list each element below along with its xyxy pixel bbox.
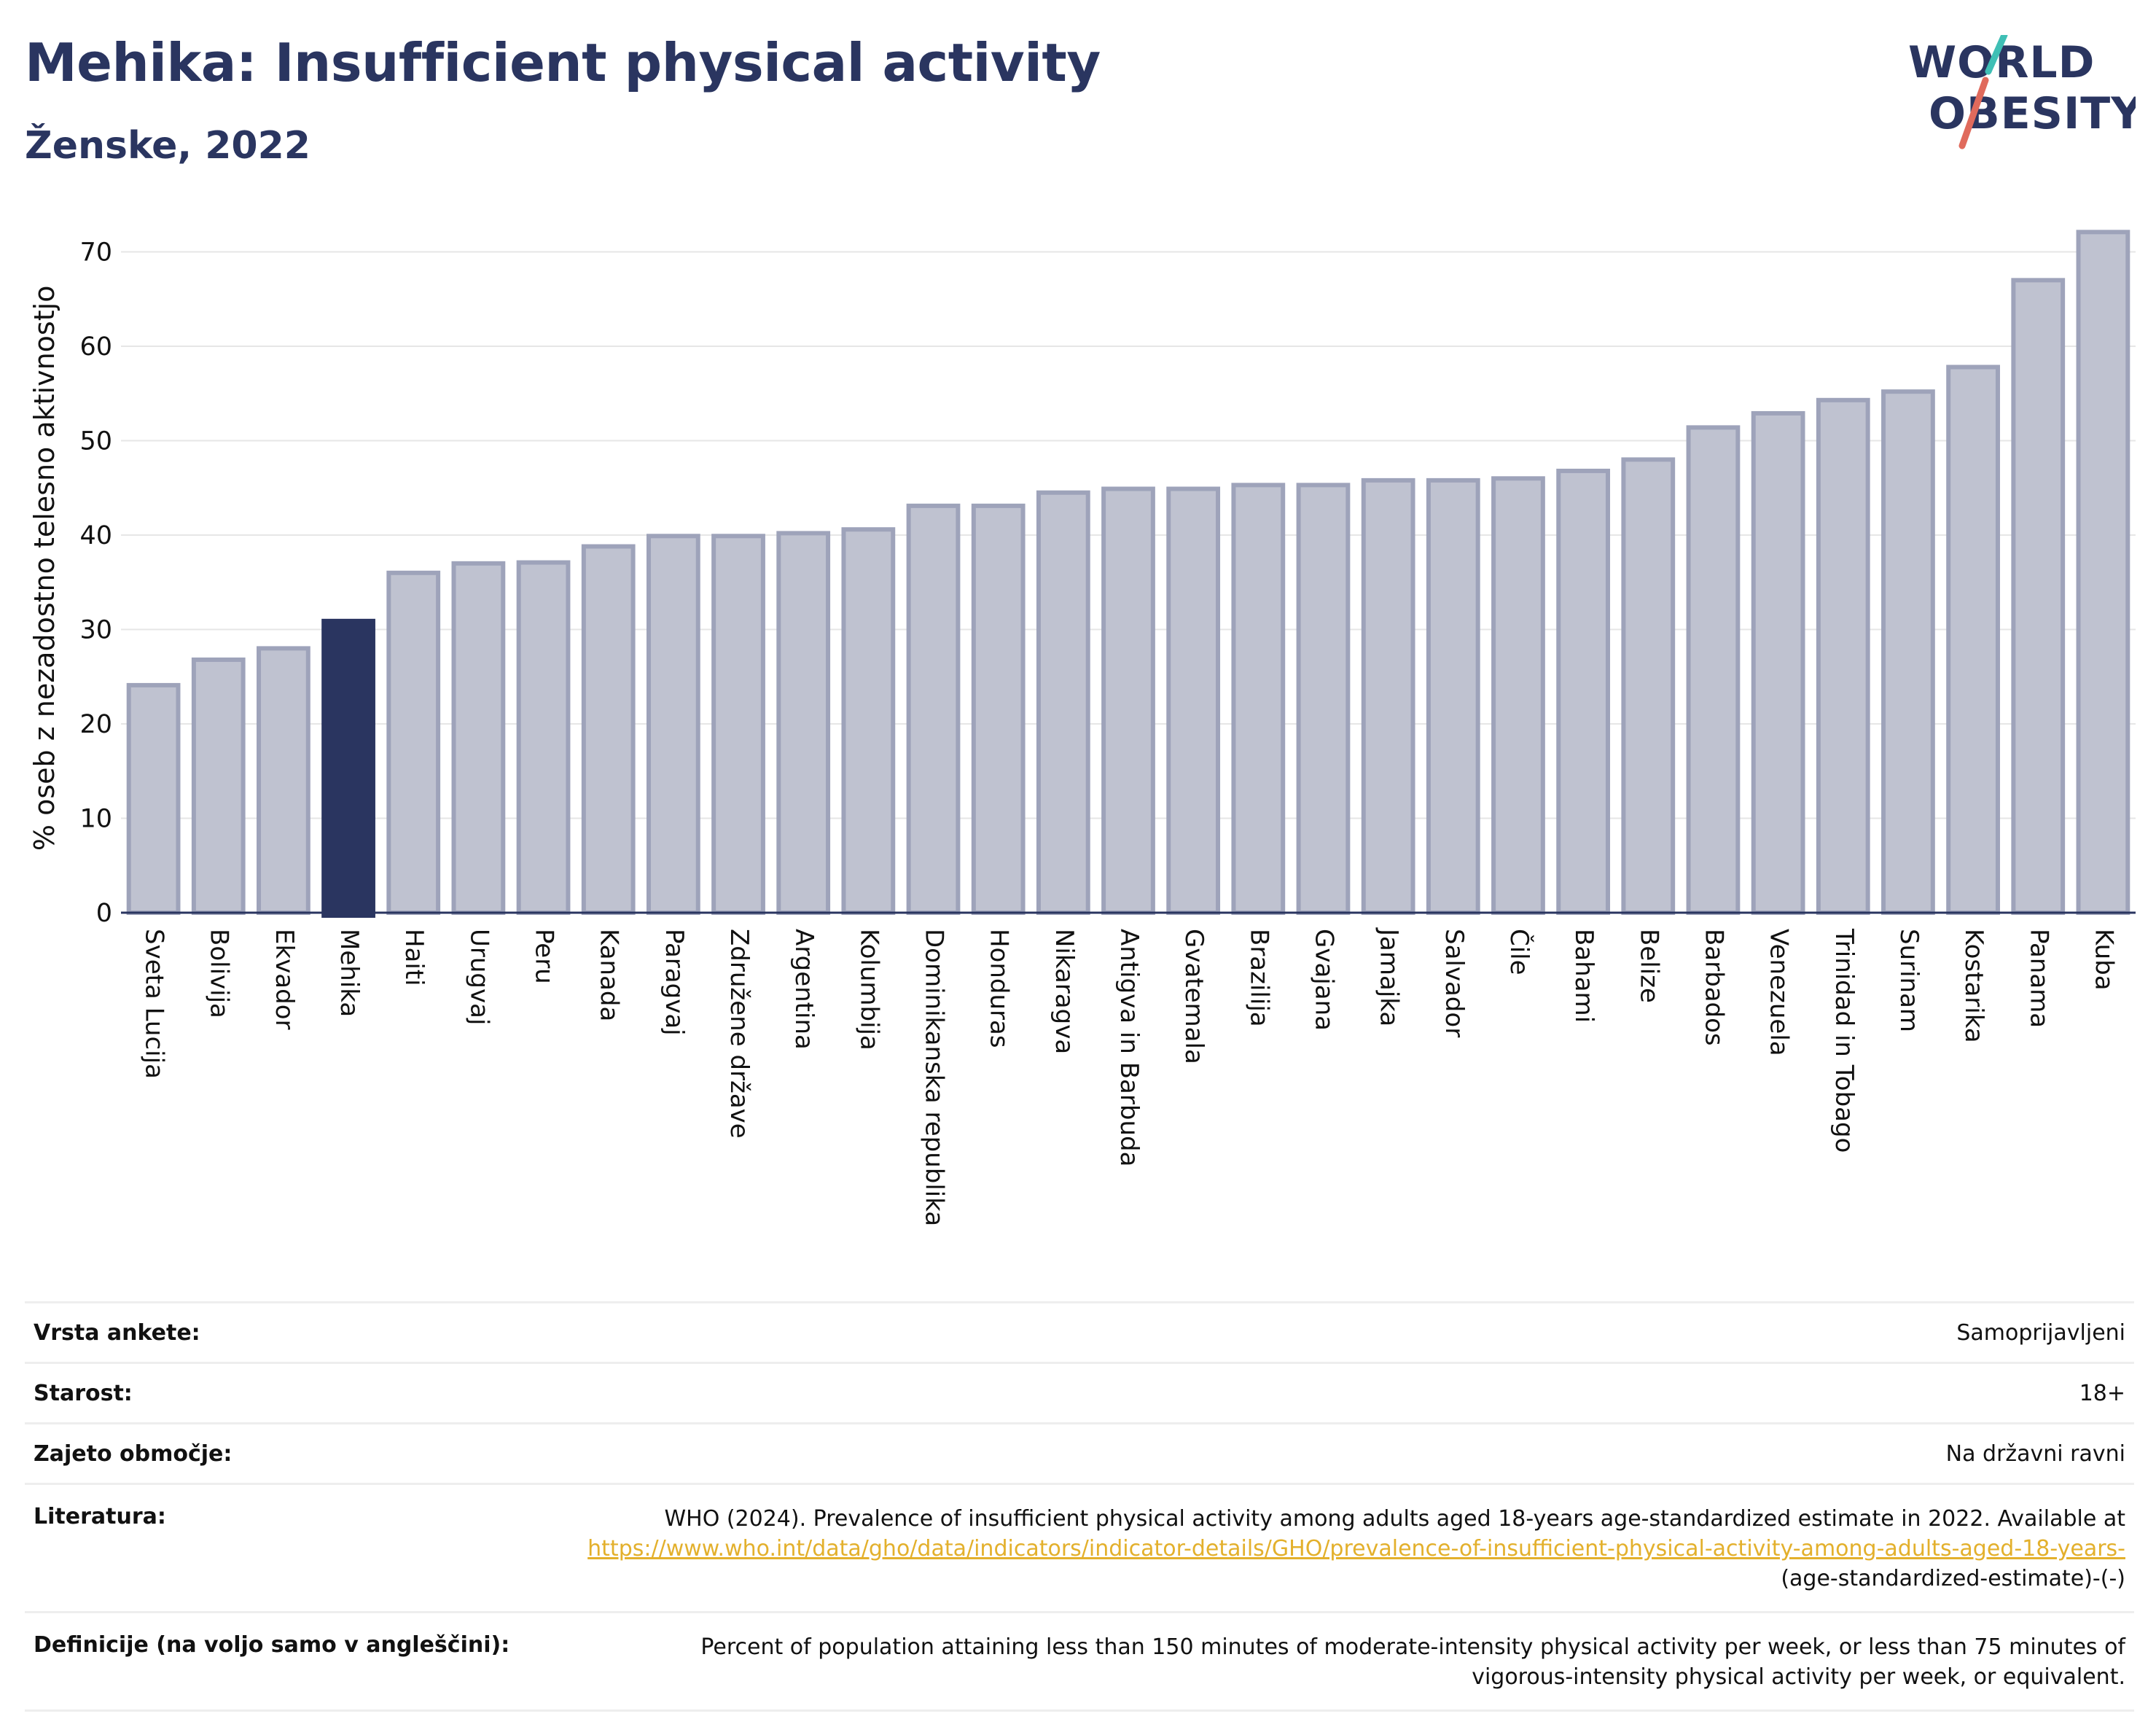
x-tick-label: Čile <box>1504 929 1534 975</box>
x-tick-label: Argentina <box>789 929 819 1050</box>
row-coverage: Zajeto območje: Na državni ravni <box>25 1422 2134 1483</box>
bar-chart: 0 10 20 30 40 50 60 70 Sveta Lucija Bolivija Ekva… <box>28 230 2136 1226</box>
y-tick-label: 0 <box>96 899 112 928</box>
bar <box>1816 397 1870 915</box>
x-tick-label: Urugvaj <box>464 929 493 1025</box>
x-tick-label: Trinidad in Tobago <box>1829 928 1859 1153</box>
x-tick-label: Barbados <box>1699 929 1728 1046</box>
bar <box>1361 477 1415 915</box>
bar <box>1101 486 1155 916</box>
row-survey-type: Vrsta ankete: Samoprijavljeni <box>25 1301 2134 1362</box>
bar <box>711 534 765 916</box>
bar <box>841 527 896 916</box>
bar <box>1751 410 1805 915</box>
x-tick-label: Združene države <box>724 929 754 1139</box>
x-tick-label: Honduras <box>985 929 1014 1048</box>
coverage-value: Na državni ravni <box>1945 1440 2125 1467</box>
bar-highlighted <box>321 618 375 918</box>
bar <box>1946 364 2000 916</box>
row-age: Starost: 18+ <box>25 1362 2134 1422</box>
bar <box>1686 425 1741 915</box>
bar <box>581 544 636 915</box>
x-tick-label: Bahami <box>1569 929 1598 1023</box>
x-tick-label: Sveta Lucija <box>140 929 169 1079</box>
bar <box>516 560 571 915</box>
bar <box>1556 468 1611 915</box>
x-tick-label: Venezuela <box>1765 929 1794 1056</box>
x-tick-label: Bolivija <box>205 929 234 1018</box>
logo-word-2: OBESITY <box>1929 88 2136 139</box>
bar <box>191 657 246 915</box>
literature-label: Literatura: <box>34 1504 166 1529</box>
bars <box>126 230 2130 918</box>
bar <box>1426 477 1480 915</box>
bar <box>646 534 700 916</box>
x-tick-label: Salvador <box>1440 929 1469 1037</box>
age-label: Starost: <box>34 1380 133 1406</box>
x-tick-label: Kolumbija <box>854 929 883 1050</box>
literature-text: WHO (2024). Prevalence of insufficient p… <box>664 1506 2125 1532</box>
bar <box>386 570 441 915</box>
x-tick-label: Dominikanska republika <box>920 929 949 1226</box>
x-tick-label: Gvajana <box>1309 929 1338 1031</box>
bar <box>451 561 506 915</box>
bar <box>2076 230 2130 916</box>
x-tick-label: Brazilija <box>1244 929 1273 1027</box>
x-tick-label: Paragvaj <box>660 929 689 1036</box>
literature-value: WHO (2024). Prevalence of insufficient p… <box>566 1504 2125 1594</box>
bar <box>257 646 310 916</box>
x-tick-label: Nikaragva <box>1050 929 1079 1054</box>
y-tick-label: 40 <box>79 521 112 550</box>
literature-link[interactable]: https://www.who.int/data/gho/data/indica… <box>587 1536 2125 1562</box>
y-tick-label: 10 <box>79 805 112 834</box>
survey-type-label: Vrsta ankete: <box>34 1319 200 1346</box>
x-tick-label: Belize <box>1634 929 1663 1003</box>
x-tick-label: Jamajka <box>1375 927 1404 1026</box>
bar <box>2011 278 2066 916</box>
y-tick-label: 20 <box>79 710 112 739</box>
x-tick-label: Gvatemala <box>1179 929 1208 1064</box>
x-tick-label: Peru <box>530 929 559 984</box>
bar <box>1296 483 1351 915</box>
definitions-value: Percent of population attaining less tha… <box>700 1634 2125 1690</box>
bar <box>1621 457 1676 915</box>
y-tick-label: 30 <box>79 616 112 645</box>
bar <box>776 531 831 916</box>
bar <box>1881 389 1935 916</box>
y-axis-label: % oseb z nezadostno telesno aktivnostjo <box>28 286 60 851</box>
y-tick-label: 60 <box>79 332 112 362</box>
bar <box>126 682 181 916</box>
row-definitions: Definicije (na voljo samo v angleščini):… <box>25 1611 2134 1712</box>
age-value: 18+ <box>2079 1380 2125 1406</box>
y-axis-ticks: 0 10 20 30 40 50 60 70 <box>79 238 112 929</box>
survey-type-value: Samoprijavljeni <box>1956 1319 2125 1346</box>
x-tick-label: Ekvador <box>270 929 299 1030</box>
bar <box>906 503 961 916</box>
y-tick-label: 70 <box>79 238 112 268</box>
metadata-table: Vrsta ankete: Samoprijavljeni Starost: 1… <box>25 1301 2134 1712</box>
x-tick-label: Haiti <box>399 929 429 986</box>
x-tick-label: Kostarika <box>1959 929 1988 1043</box>
bar <box>1491 476 1545 915</box>
definitions-label: Definicije (na voljo samo v angleščini): <box>34 1632 510 1658</box>
x-axis-labels: Sveta Lucija Bolivija Ekvador Mehika Haiti Ur… <box>140 927 2119 1226</box>
page-subtitle: Ženske, 2022 <box>25 124 310 168</box>
y-tick-label: 50 <box>79 427 112 456</box>
bar <box>1231 483 1286 915</box>
x-tick-label: Kanada <box>595 929 624 1021</box>
x-tick-label: Kuba <box>2089 929 2118 991</box>
bar <box>1166 486 1221 916</box>
x-tick-label: Antigva in Barbuda <box>1114 929 1144 1166</box>
x-tick-label: Panama <box>2024 929 2053 1028</box>
bar <box>971 503 1026 916</box>
row-literature: Literatura: WHO (2024). Prevalence of in… <box>25 1483 2134 1611</box>
page-title: Mehika: Insufficient physical activity <box>25 32 1101 93</box>
coverage-label: Zajeto območje: <box>34 1440 233 1467</box>
literature-suffix: (age-standardized-estimate)-(-) <box>1781 1566 2125 1591</box>
x-tick-label: Surinam <box>1894 929 1923 1032</box>
x-tick-label: Mehika <box>335 929 364 1017</box>
world-obesity-logo: WORLD OBESITY <box>1908 35 2136 149</box>
bar <box>1036 490 1090 916</box>
